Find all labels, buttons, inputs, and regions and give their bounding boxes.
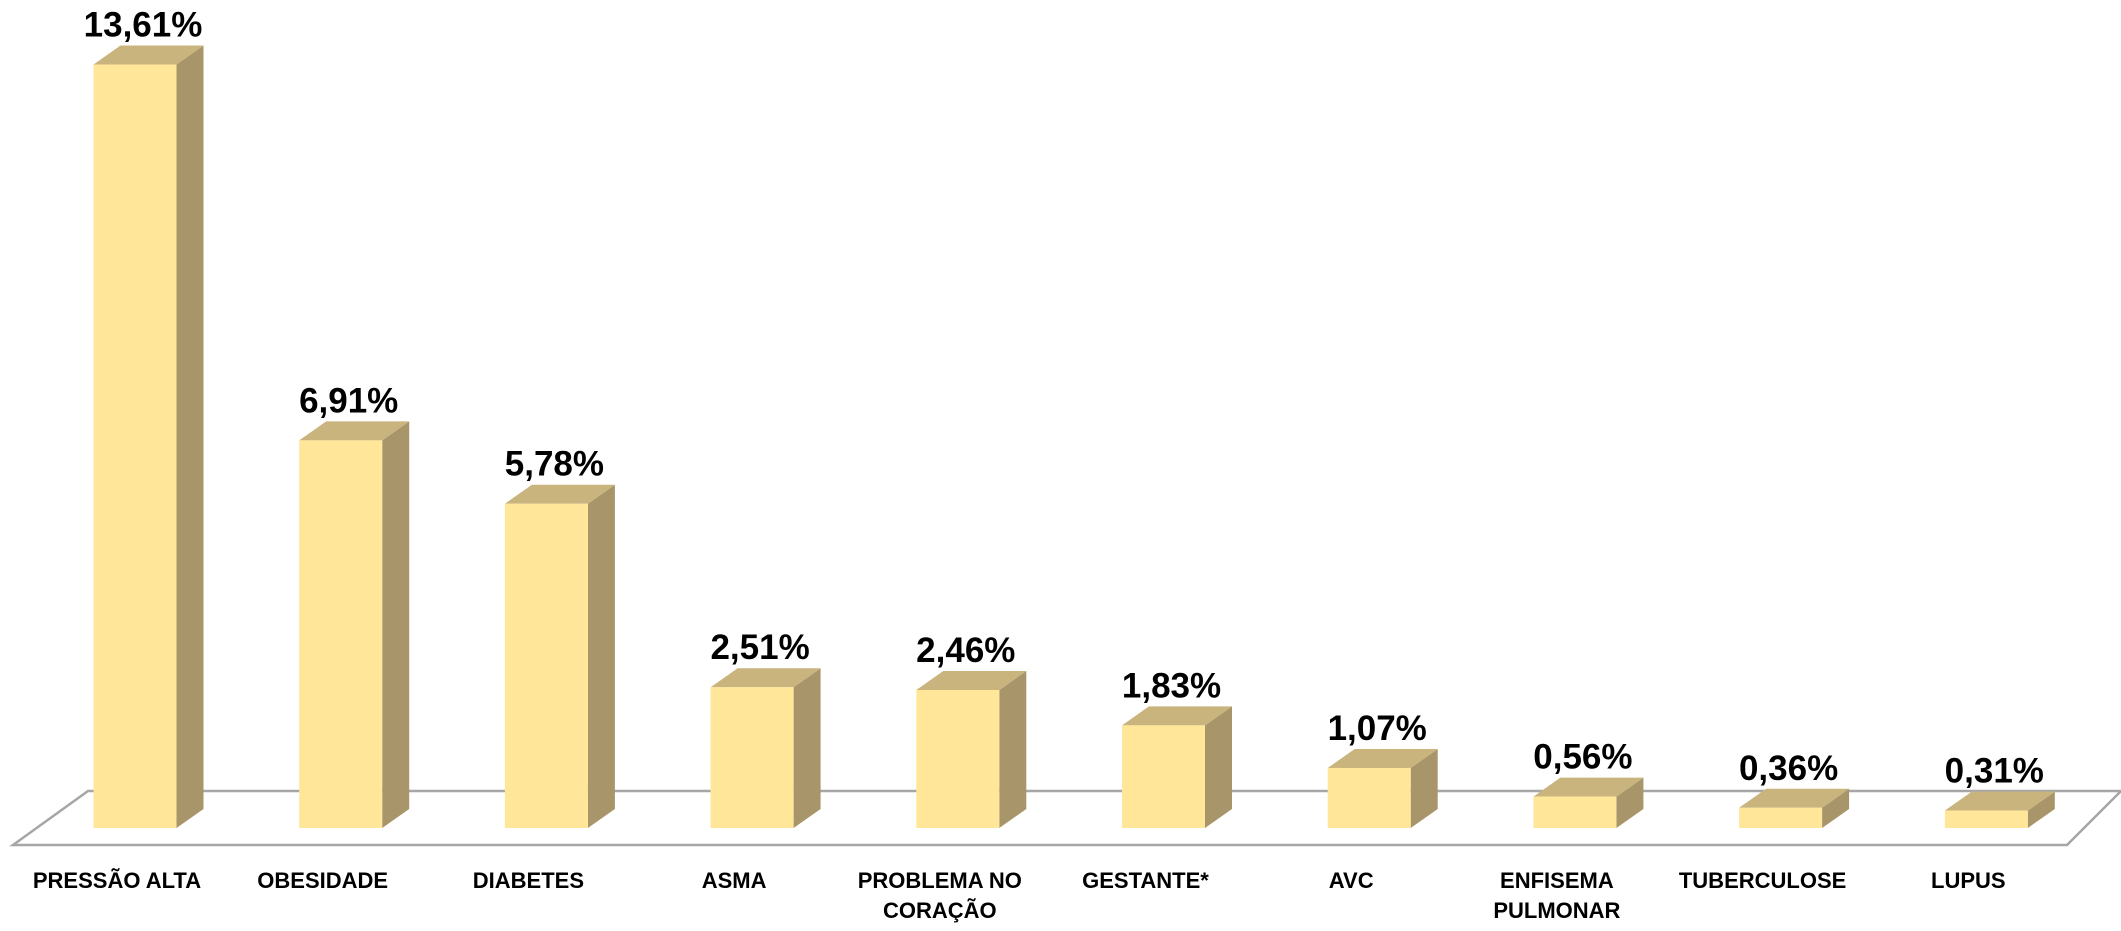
value-label: 1,83% xyxy=(1122,666,1221,705)
bar-side xyxy=(1822,788,1850,828)
x-tick-label: AVC xyxy=(1328,868,1374,893)
bar-side xyxy=(1205,706,1232,828)
bar-top xyxy=(710,668,821,688)
x-tick-label: OBESIDADE xyxy=(257,868,389,893)
bar-top xyxy=(1122,706,1232,726)
value-label: 5,78% xyxy=(505,445,604,484)
x-tick-label: DIABETES xyxy=(472,868,585,893)
x-tick-label: PROBLEMA NO CORAÇÃO xyxy=(857,868,1022,923)
x-tick-label: ENFISEMA PULMONAR xyxy=(1493,868,1621,923)
bar-top xyxy=(1739,788,1850,808)
value-label: 2,51% xyxy=(710,628,809,667)
value-label: 0,56% xyxy=(1533,738,1632,777)
bar-side xyxy=(587,484,615,828)
x-tick-label: GESTANTE* xyxy=(1082,868,1209,893)
bar xyxy=(1122,725,1205,828)
bar-side xyxy=(176,45,204,828)
bar-top xyxy=(1944,791,2055,811)
bar-side xyxy=(382,421,410,828)
bar xyxy=(1533,796,1617,828)
bar-top xyxy=(916,670,1027,690)
bar xyxy=(1739,807,1823,828)
bar-top xyxy=(299,421,410,441)
value-label: 0,36% xyxy=(1739,749,1838,788)
value-label: 6,91% xyxy=(299,381,398,420)
bar-side xyxy=(793,668,821,828)
value-label: 13,61% xyxy=(84,5,203,44)
bar-top xyxy=(1533,777,1644,797)
bar-top xyxy=(93,45,204,65)
bar-top xyxy=(1327,748,1438,768)
bar xyxy=(916,689,1000,828)
bar-top xyxy=(504,484,615,504)
x-tick-label: TUBERCULOSE xyxy=(1678,868,1847,893)
x-tick-label: LUPUS xyxy=(1931,868,2006,893)
bar xyxy=(299,440,383,828)
bar-side xyxy=(1616,777,1644,828)
value-label: 1,07% xyxy=(1328,709,1427,748)
x-tick-label: ASMA xyxy=(701,868,767,893)
value-label: 2,46% xyxy=(916,631,1015,670)
bar xyxy=(1327,767,1411,828)
bar-side xyxy=(2027,791,2055,828)
bar xyxy=(1944,810,2028,828)
bar xyxy=(710,687,794,828)
bar xyxy=(504,503,588,828)
x-tick-label: PRESSÃO ALTA xyxy=(32,868,202,893)
bar-side xyxy=(1410,748,1438,828)
bar xyxy=(93,64,177,828)
value-label: 0,31% xyxy=(1945,752,2044,791)
bar-side xyxy=(999,670,1027,828)
